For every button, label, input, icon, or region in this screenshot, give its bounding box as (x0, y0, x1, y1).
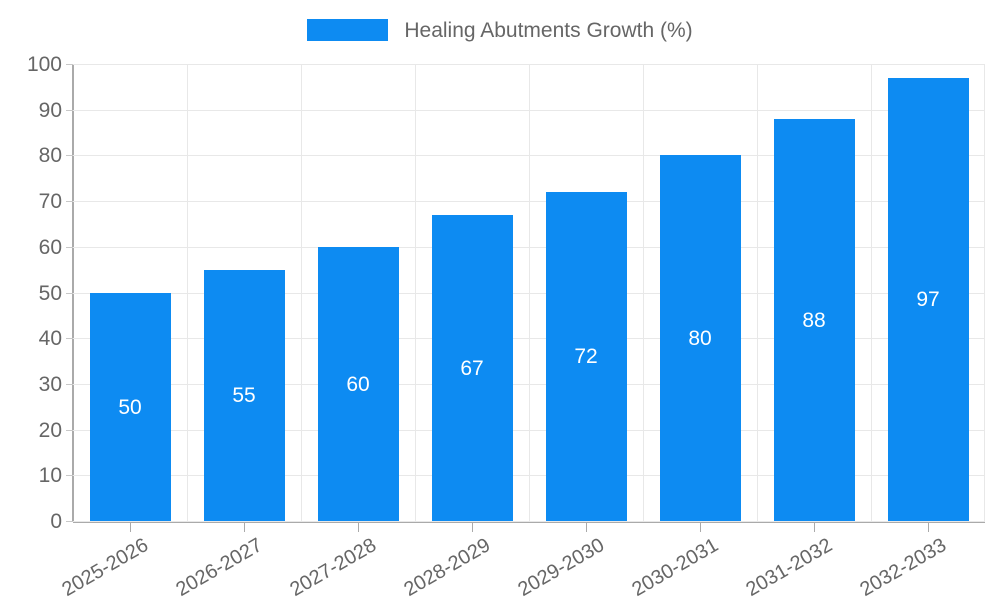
y-axis-tick-label: 90 (38, 98, 62, 122)
x-axis-tick-label: 2027-2028 (286, 534, 381, 601)
y-axis-tick (66, 383, 73, 385)
gridline-vertical (643, 64, 644, 521)
legend-item-label: Healing Abutments Growth (%) (404, 18, 693, 42)
bar-value-label: 72 (574, 345, 598, 369)
bar-value-label: 80 (688, 327, 712, 351)
y-axis-tick-label: 80 (38, 144, 62, 168)
bar-value-label: 97 (916, 288, 940, 312)
legend-item-healing-abutments-growth[interactable]: Healing Abutments Growth (%) (307, 18, 693, 42)
chart-legend: Healing Abutments Growth (%) (0, 14, 1000, 46)
y-axis-tick (66, 109, 73, 111)
legend-color-swatch-icon (307, 19, 389, 41)
y-axis-tick-label: 30 (38, 372, 62, 396)
gridline-vertical (415, 64, 416, 521)
x-axis-tick (586, 523, 587, 532)
plot-area: 50 55 60 67 72 80 88 97 (73, 64, 985, 522)
x-axis-tick (244, 523, 245, 532)
y-axis-tick-label: 100 (26, 53, 62, 76)
gridline-vertical (871, 64, 872, 521)
x-axis-tick-label: 2026-2027 (172, 534, 267, 601)
bar[interactable] (887, 77, 969, 521)
x-axis-tick (700, 523, 701, 532)
bar[interactable] (545, 191, 627, 521)
gridline-vertical (301, 64, 302, 521)
x-axis-tick-label: 2025-2026 (58, 534, 153, 601)
x-axis-tick-label: 2030-2031 (628, 534, 723, 601)
gridline-vertical (757, 64, 758, 521)
x-axis-tick-label: 2031-2032 (742, 534, 837, 601)
bar[interactable] (89, 292, 171, 521)
y-axis-tick (66, 338, 73, 340)
y-axis-tick (66, 521, 73, 522)
bar[interactable] (773, 118, 855, 521)
y-axis-tick (66, 201, 73, 203)
y-axis-tick (66, 246, 73, 248)
y-axis-tick-label: 20 (38, 418, 62, 442)
gridline-horizontal (73, 521, 985, 522)
x-axis-tick-label: 2028-2029 (400, 534, 495, 601)
y-axis-tick (66, 155, 73, 157)
bar-value-label: 50 (118, 395, 142, 419)
x-axis-tick-label: 2029-2030 (514, 534, 609, 601)
y-axis-tick (66, 429, 73, 431)
y-axis-tick (66, 475, 73, 477)
y-axis-tick-label: 10 (38, 464, 62, 488)
bar[interactable] (659, 155, 741, 521)
gridline-vertical (529, 64, 530, 521)
y-axis-tick-label: 70 (38, 190, 62, 214)
bar-value-label: 60 (346, 372, 370, 396)
y-axis-tick (66, 292, 73, 294)
x-axis-tick (928, 523, 929, 532)
y-axis-tick-label: 40 (38, 327, 62, 351)
bar-value-label: 55 (232, 384, 256, 408)
y-axis-tick-label: 50 (38, 281, 62, 305)
bar-value-label: 67 (460, 356, 484, 380)
y-axis-tick-label: 0 (50, 510, 62, 533)
x-axis-tick-label: 2032-2033 (856, 534, 951, 601)
bar[interactable] (317, 246, 399, 521)
bar[interactable] (203, 269, 285, 521)
y-axis-tick-label: 60 (38, 235, 62, 259)
gridline-vertical (984, 64, 985, 521)
bar-value-label: 88 (802, 308, 826, 332)
x-axis-tick (358, 523, 359, 532)
y-axis-tick (66, 64, 73, 65)
x-axis-tick (130, 523, 131, 532)
gridline-vertical (187, 64, 188, 521)
x-axis-tick (472, 523, 473, 532)
x-axis-line (73, 521, 985, 523)
x-axis-tick (814, 523, 815, 532)
bar[interactable] (431, 214, 513, 521)
